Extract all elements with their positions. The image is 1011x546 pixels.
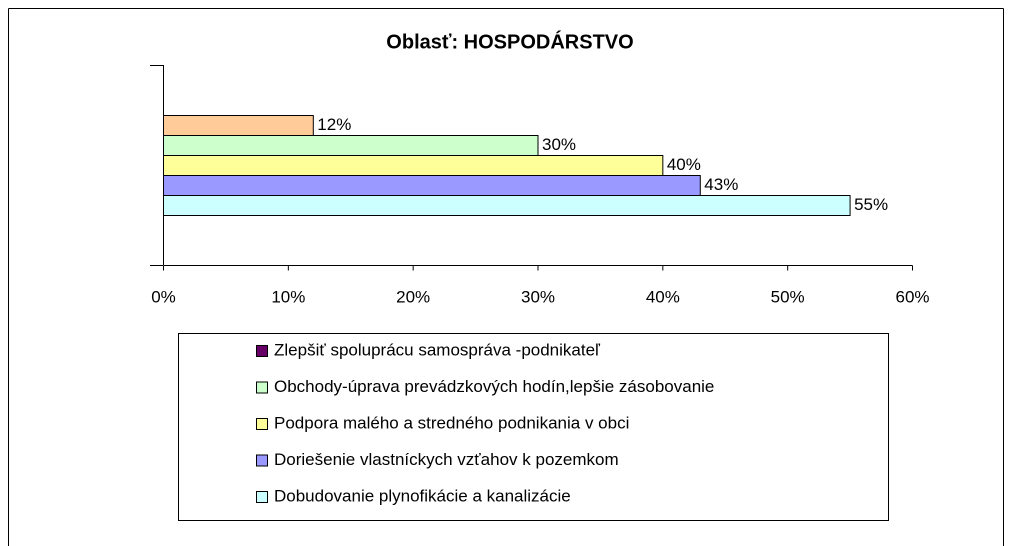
- legend-swatch: [256, 418, 268, 430]
- x-tick-label: 40%: [646, 287, 680, 306]
- bar: [163, 175, 701, 196]
- data-label: 40%: [667, 155, 701, 174]
- legend: [178, 333, 889, 521]
- legend-label: Dobudovanie plynofikácie a kanalizácie: [274, 486, 571, 505]
- x-tick-label: 0%: [151, 287, 176, 306]
- x-tick-label: 20%: [396, 287, 430, 306]
- legend-swatch: [256, 381, 268, 394]
- legend-label: Obchody-úprava prevádzkových hodín,lepši…: [274, 377, 714, 396]
- bar: [163, 115, 314, 136]
- bar: [163, 155, 664, 176]
- legend-label: Doriešenie vlastníckych vzťahov k pozemk…: [274, 450, 619, 469]
- legend-label: Podpora malého a stredného podnikania v …: [274, 413, 629, 432]
- x-tick-label: 60%: [895, 287, 929, 306]
- legend-swatch: [256, 345, 268, 357]
- data-label: 43%: [704, 175, 738, 194]
- data-label: 30%: [542, 135, 576, 154]
- data-label: 55%: [854, 195, 888, 214]
- data-label: 12%: [317, 115, 351, 134]
- x-tick-label: 50%: [771, 287, 805, 306]
- chart-title: Oblasť: HOSPODÁRSTVO: [386, 30, 633, 53]
- legend-swatch: [256, 491, 268, 503]
- bar: [163, 135, 539, 156]
- x-tick-label: 30%: [521, 287, 555, 306]
- legend-swatch: [256, 454, 268, 467]
- bar: [163, 195, 851, 216]
- legend-label: Zlepšiť spoluprácu samospráva -podnikate…: [274, 340, 601, 359]
- x-tick-label: 10%: [271, 287, 305, 306]
